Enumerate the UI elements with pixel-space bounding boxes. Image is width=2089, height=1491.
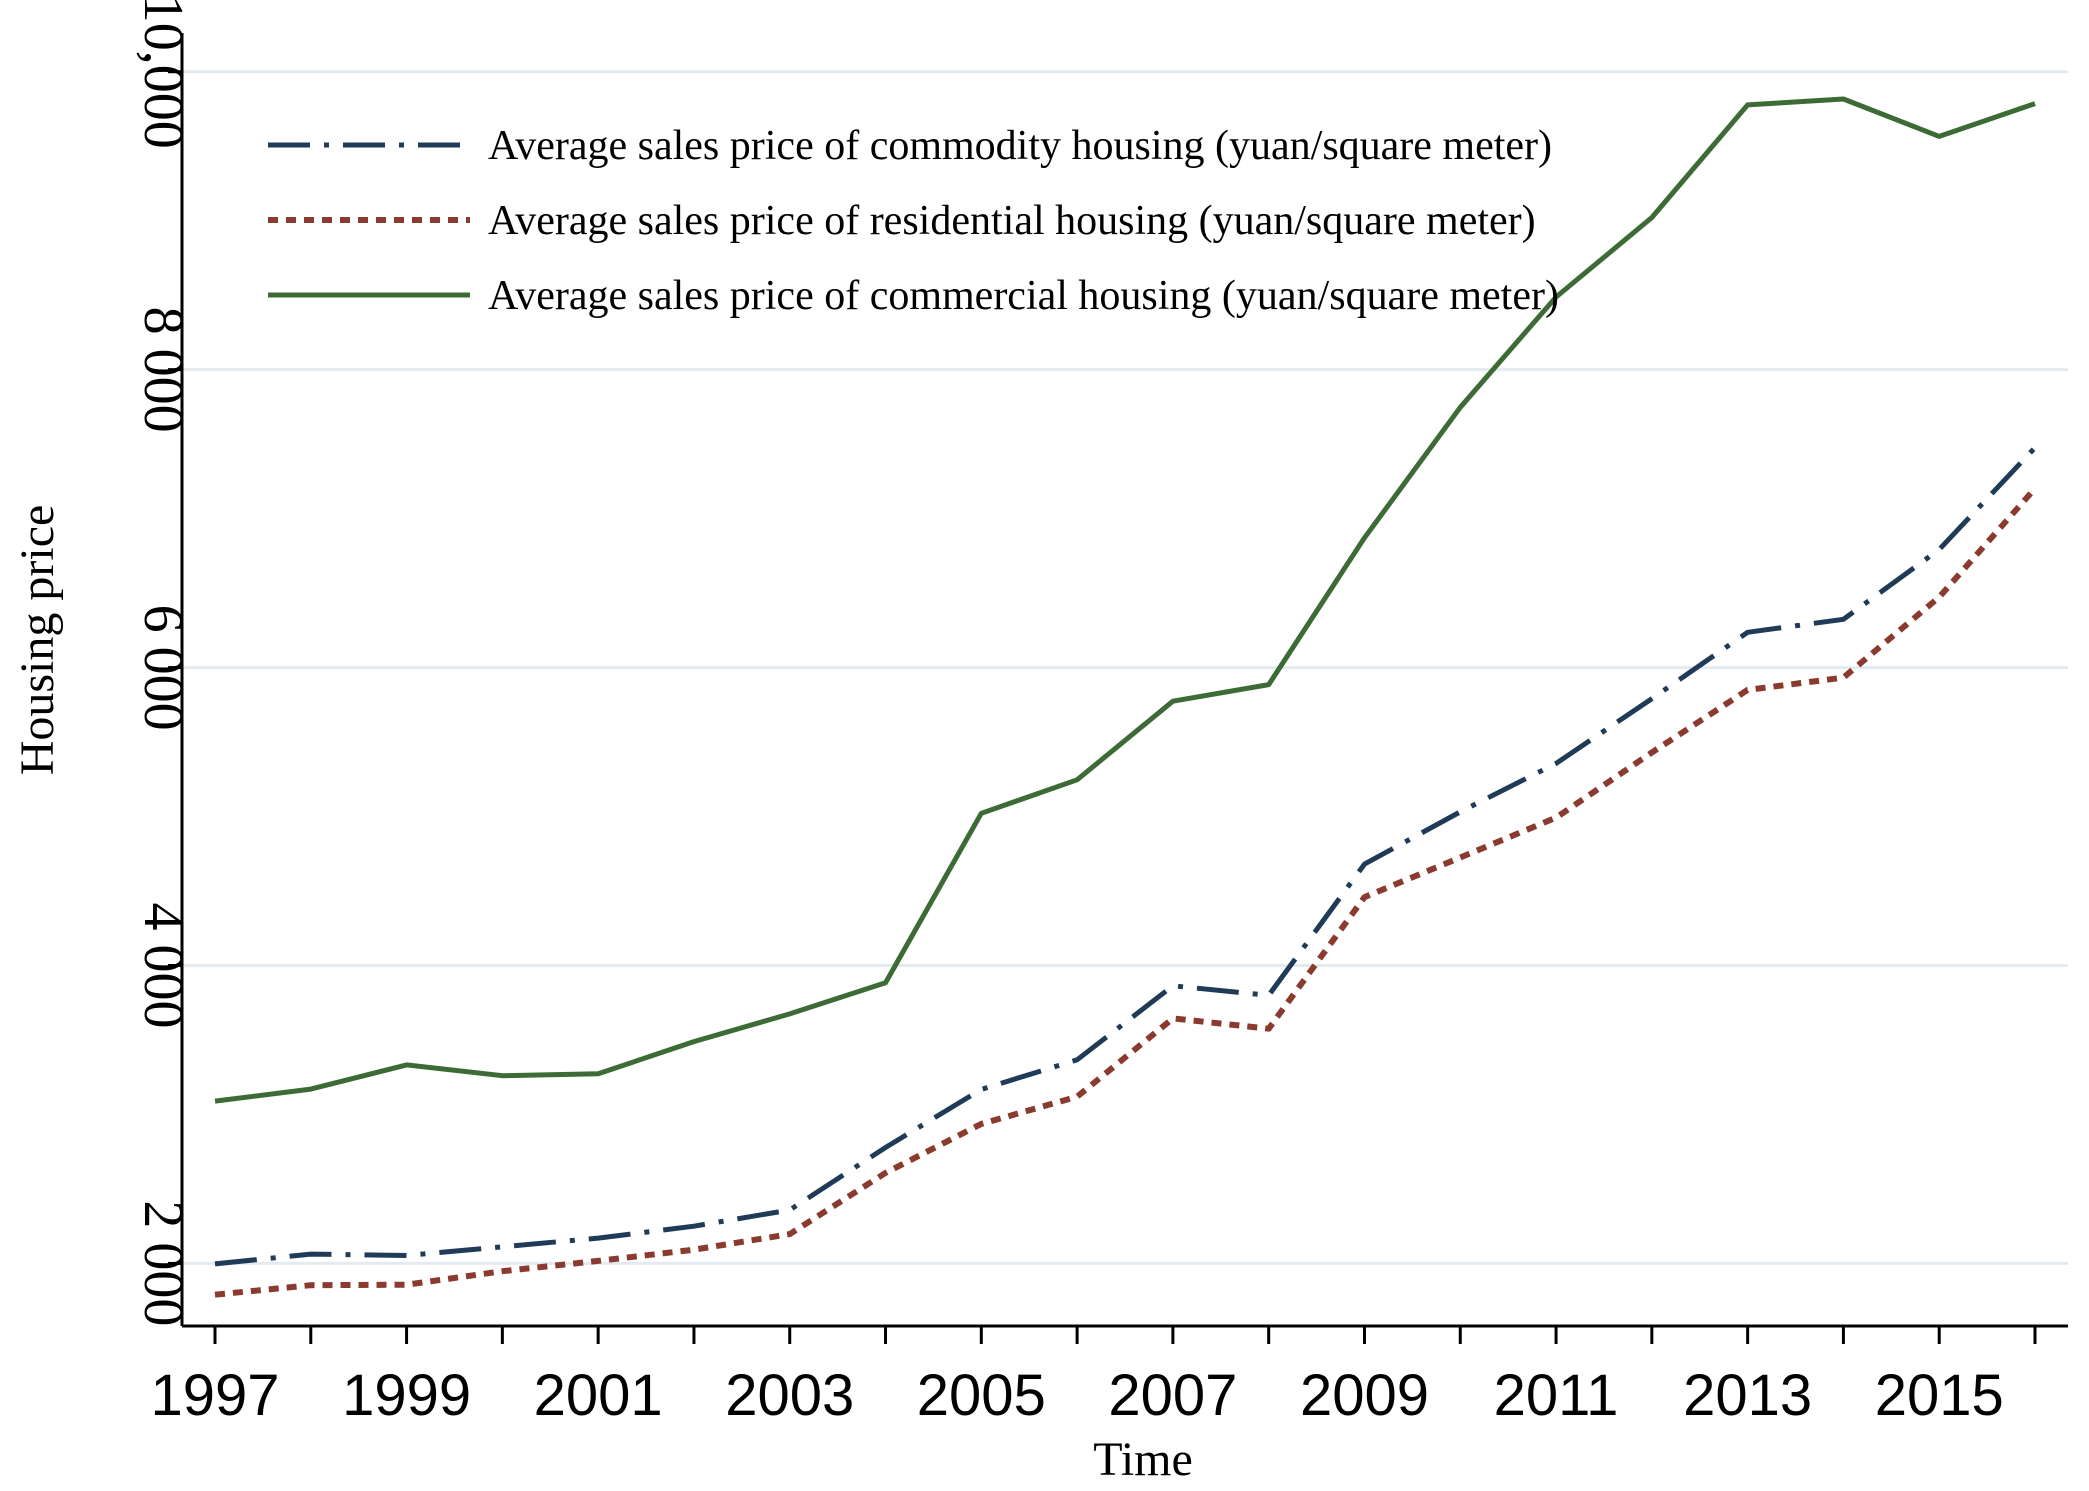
series-line-solid [214,96,2036,1104]
y-axis-title: Housing price [11,505,64,776]
series-lines [214,96,2038,1298]
axes: 2 000 4 000 6 000 8 000 10,000 1997 1999 2001 20… [11,0,2068,1486]
x-tick-label: 2001 [534,1363,663,1428]
x-tick-label: 2009 [1300,1363,1429,1428]
legend-label: Average sales price of residential housi… [488,198,1536,244]
x-tick-label: 1999 [342,1363,471,1428]
gridlines [182,70,2068,1265]
x-tick-label: 2015 [1875,1363,2004,1428]
y-tick-label: 6 000 [132,605,194,731]
legend-label: Average sales price of commercial housin… [488,273,1559,319]
series-line-dotted [214,486,2038,1298]
y-tick-label: 4 000 [132,903,194,1029]
x-tick-label: 2007 [1108,1363,1237,1428]
legend-label: Average sales price of commodity housing… [488,123,1552,169]
y-tick-label: 10,000 [132,0,194,149]
y-tick-label: 2 000 [132,1200,194,1326]
y-tick-label: 8 000 [132,307,194,433]
legend: Average sales price of commodity housing… [268,123,1559,319]
x-axis-title: Time [1093,1433,1193,1486]
x-tick-label: 2003 [725,1363,854,1428]
x-tick-label: 2005 [917,1363,1046,1428]
x-tick-label: 1997 [150,1363,279,1428]
series-line-dash-dot [214,445,2037,1267]
x-tick-label: 2013 [1683,1363,1812,1428]
x-tick-label: 2011 [1494,1363,1619,1428]
